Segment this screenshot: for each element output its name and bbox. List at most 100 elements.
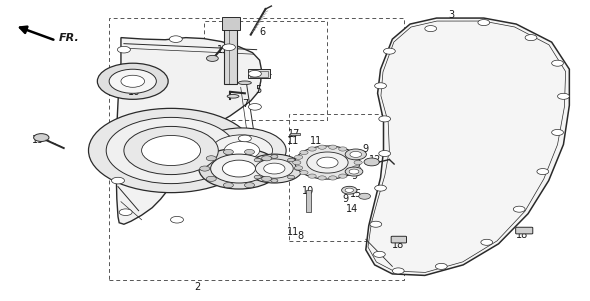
Text: 13: 13	[217, 45, 229, 55]
Circle shape	[222, 160, 255, 177]
Circle shape	[244, 149, 254, 154]
Circle shape	[347, 150, 355, 155]
Circle shape	[552, 60, 563, 66]
Circle shape	[370, 221, 382, 227]
Circle shape	[117, 46, 130, 53]
Circle shape	[206, 55, 218, 61]
Bar	[250, 71, 268, 77]
Circle shape	[206, 156, 217, 161]
Circle shape	[359, 193, 371, 199]
Circle shape	[224, 149, 234, 154]
Circle shape	[379, 150, 391, 157]
Circle shape	[238, 135, 251, 142]
Circle shape	[339, 147, 347, 151]
Circle shape	[294, 166, 303, 170]
Bar	[248, 69, 270, 78]
Text: 11: 11	[287, 136, 299, 147]
Circle shape	[481, 239, 493, 245]
Circle shape	[224, 183, 234, 188]
Circle shape	[247, 167, 254, 170]
Text: 16: 16	[129, 87, 140, 97]
Circle shape	[295, 146, 360, 179]
Circle shape	[392, 268, 404, 274]
Circle shape	[244, 183, 254, 188]
Circle shape	[198, 128, 286, 173]
Ellipse shape	[227, 95, 239, 98]
Circle shape	[211, 154, 267, 183]
Circle shape	[375, 83, 386, 89]
Circle shape	[345, 167, 363, 176]
FancyBboxPatch shape	[391, 236, 407, 243]
Text: 9: 9	[342, 194, 348, 204]
Circle shape	[352, 155, 360, 159]
Bar	[306, 190, 311, 212]
Circle shape	[246, 154, 303, 183]
Bar	[222, 17, 240, 30]
Circle shape	[425, 26, 437, 32]
Text: 7: 7	[242, 99, 248, 109]
Bar	[109, 18, 404, 280]
Polygon shape	[116, 38, 261, 224]
Circle shape	[287, 175, 294, 179]
Circle shape	[171, 216, 183, 223]
Circle shape	[558, 93, 569, 99]
Circle shape	[248, 104, 261, 110]
Circle shape	[300, 170, 308, 175]
Circle shape	[264, 163, 285, 174]
Circle shape	[318, 176, 326, 180]
Text: 11: 11	[287, 227, 299, 237]
Circle shape	[261, 156, 271, 161]
Circle shape	[373, 251, 385, 257]
Text: 10: 10	[303, 186, 314, 196]
Circle shape	[271, 155, 278, 158]
Text: 5: 5	[255, 85, 261, 95]
Circle shape	[224, 141, 260, 160]
Circle shape	[121, 75, 145, 87]
Bar	[289, 114, 413, 241]
Bar	[224, 24, 237, 84]
Circle shape	[294, 155, 303, 159]
Circle shape	[352, 166, 360, 170]
Circle shape	[199, 148, 279, 189]
Circle shape	[513, 206, 525, 212]
Circle shape	[287, 158, 294, 162]
Polygon shape	[366, 18, 569, 275]
Circle shape	[169, 36, 182, 42]
Circle shape	[364, 158, 379, 166]
Circle shape	[339, 174, 347, 178]
Circle shape	[307, 152, 348, 173]
Text: 15: 15	[350, 189, 362, 199]
Text: 18: 18	[516, 230, 528, 240]
Circle shape	[349, 169, 359, 174]
Circle shape	[345, 149, 366, 160]
Circle shape	[112, 177, 124, 184]
Text: 6: 6	[260, 26, 266, 37]
Bar	[204, 21, 327, 120]
Circle shape	[248, 70, 261, 77]
Circle shape	[300, 150, 308, 155]
Circle shape	[525, 35, 537, 41]
Circle shape	[478, 20, 490, 26]
Circle shape	[97, 63, 168, 99]
Circle shape	[271, 179, 278, 182]
Circle shape	[329, 145, 337, 149]
Text: 11: 11	[310, 136, 322, 147]
Text: 2: 2	[195, 282, 201, 293]
Circle shape	[317, 157, 338, 168]
Circle shape	[109, 69, 156, 93]
Circle shape	[199, 166, 210, 171]
Text: 19: 19	[32, 135, 44, 145]
Text: 17: 17	[289, 129, 300, 139]
Circle shape	[435, 263, 447, 269]
Circle shape	[254, 175, 261, 179]
Circle shape	[350, 151, 362, 157]
Circle shape	[206, 176, 217, 182]
Circle shape	[254, 158, 261, 162]
Text: 12: 12	[369, 154, 381, 165]
Text: 18: 18	[392, 240, 404, 250]
Circle shape	[255, 159, 293, 178]
Circle shape	[342, 186, 357, 194]
Circle shape	[308, 174, 316, 178]
Circle shape	[329, 176, 337, 180]
Circle shape	[384, 48, 395, 54]
